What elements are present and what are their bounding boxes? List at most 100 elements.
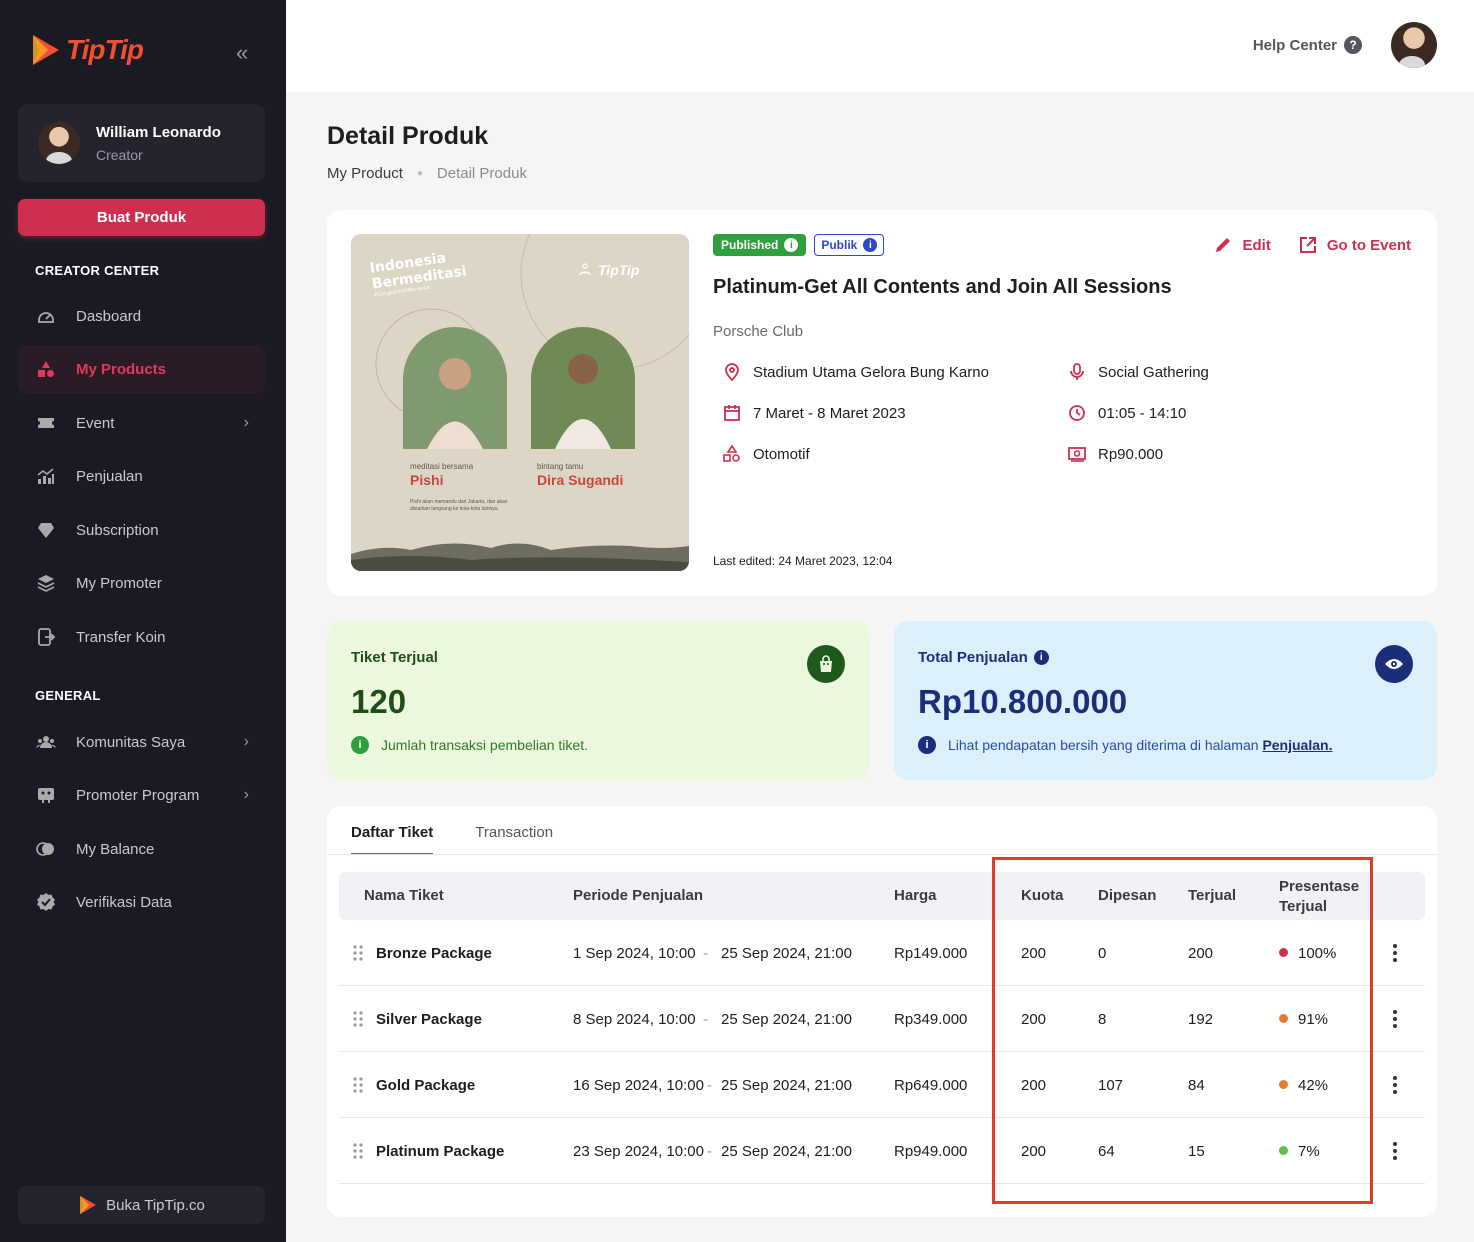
cell-price: Rp149.000 [894,945,968,962]
drag-handle-icon[interactable] [353,1011,363,1027]
total-sales-label: Total Penjualan i [918,649,1049,666]
sidebar-item-label: My Products [76,360,167,378]
product-date: 7 Maret - 8 Maret 2023 [723,404,906,422]
products-icon [36,359,56,379]
tab-daftar-tiket[interactable]: Daftar Tiket [351,824,434,855]
sidebar-item-penjualan[interactable]: Penjualan [18,452,265,500]
cell-period-separator: - [703,945,708,962]
cell-quota: 200 [1021,1011,1047,1028]
tickets-sold-label: Tiket Terjual [351,649,438,666]
more-vertical-icon[interactable] [1393,1010,1397,1028]
cell-name: Bronze Package [376,945,492,962]
more-vertical-icon[interactable] [1393,1142,1397,1160]
poster-blurb: Pishi akan memandu dari Jakarta, dan aka… [410,499,508,512]
cell-percentage: 91% [1279,1011,1328,1028]
info-icon: i [863,238,878,252]
help-center-link[interactable]: Help Center ? [1253,36,1362,54]
drag-handle-icon[interactable] [353,945,363,961]
status-dot [1279,948,1288,957]
breadcrumb-current: Detail Produk [436,165,527,182]
sidebar-item-komunitas-saya[interactable]: Komunitas Saya › [18,718,265,766]
poster-image [351,234,689,571]
calendar-icon [724,405,740,421]
collapse-sidebar-icon[interactable]: « [236,40,249,65]
tiptip-logo-icon [80,1195,97,1215]
cell-period-end: 25 Sep 2024, 21:00 [721,1011,852,1028]
create-product-button[interactable]: Buat Produk [18,199,265,236]
tickets-sold-value: 120 [351,683,407,720]
sidebar-item-label: My Balance [76,840,155,858]
user-avatar-menu[interactable] [1391,22,1437,68]
go-to-event-button[interactable]: Go to Event [1299,236,1411,254]
penjualan-link[interactable]: Penjualan. [1262,737,1333,753]
sidebar-item-label: Promoter Program [76,786,200,804]
poster-guest-caption: bintang tamu [537,462,584,471]
sidebar-item-promoter-program[interactable]: Promoter Program › [18,771,265,819]
profile-card[interactable]: William Leonardo Creator [18,104,265,182]
sidebar-item-event[interactable]: Event › [18,399,265,447]
status-dot [1279,1146,1288,1155]
chevron-right-icon: › [243,786,249,803]
sidebar-item-transfer-koin[interactable]: Transfer Koin [18,613,265,661]
open-tiptip-button[interactable]: Buka TipTip.co [18,1186,265,1224]
sidebar-item-verifikasi-data[interactable]: Verifikasi Data [18,878,265,926]
microphone-icon [1070,363,1084,380]
header-booked: Dipesan [1098,887,1157,904]
product-price: Rp90.000 [1068,445,1163,463]
poster-host-name: Pishi [410,472,444,488]
cell-sold: 84 [1188,1077,1205,1094]
drag-handle-icon[interactable] [353,1077,363,1093]
tickets-sold-note: i Jumlah transaksi pembelian tiket. [351,736,588,754]
eye-icon[interactable] [1375,645,1413,683]
sidebar-item-dashboard[interactable]: Dasboard [18,292,265,340]
tiptip-logo[interactable]: TipTip [30,32,144,68]
visibility-badge: Publik i [814,234,885,256]
clock-icon [1069,405,1085,421]
more-vertical-icon[interactable] [1393,944,1397,962]
product-card: Indonesia Bermeditasi #LangkahkahBersama… [327,210,1437,596]
question-icon: ? [1344,36,1362,54]
cell-sold: 200 [1188,945,1214,962]
cell-price: Rp649.000 [894,1077,968,1094]
info-icon: i [1033,650,1049,665]
shopping-bag-icon [807,645,845,683]
pencil-icon [1216,238,1231,252]
chevron-right-icon: › [243,414,249,431]
highlight-box [992,857,1373,1204]
cell-sold: 192 [1188,1011,1214,1028]
cell-price: Rp949.000 [894,1143,968,1160]
total-sales-value: Rp10.800.000 [918,683,1128,720]
tiptip-logo-icon [33,35,59,65]
cell-period-start: 23 Sep 2024, 10:00 [573,1143,704,1160]
info-icon: i [918,736,936,754]
table-row: Silver Package 8 Sep 2024, 10:00 - 25 Se… [339,986,1425,1052]
top-bar: Help Center ? [286,0,1474,92]
profile-role: Creator [96,146,143,163]
cell-percentage: 42% [1279,1077,1328,1094]
product-badges: Published i Publik i [713,234,885,256]
sidebar-item-my-products[interactable]: My Products [18,345,265,393]
section-general: GENERAL [35,688,101,703]
page-title: Detail Produk [327,122,489,150]
more-vertical-icon[interactable] [1393,1076,1397,1094]
cell-period-start: 1 Sep 2024, 10:00 [573,945,696,962]
tiptip-logo-text: TipTip [66,34,144,65]
sidebar-item-my-promoter[interactable]: My Promoter [18,559,265,607]
tickets-sold-card: Tiket Terjual 120 i Jumlah transaksi pem… [327,621,869,780]
header-name: Nama Tiket [364,887,444,904]
sidebar-item-label: My Promoter [76,574,162,592]
avatar [38,122,80,164]
help-center-label: Help Center [1252,36,1337,54]
tab-transaction[interactable]: Transaction [475,824,554,841]
breadcrumb-my-product[interactable]: My Product [327,165,403,182]
table-header: Nama Tiket Periode Penjualan Harga Kuota… [339,872,1425,920]
drag-handle-icon[interactable] [353,1143,363,1159]
sidebar-item-subscription[interactable]: Subscription [18,506,265,554]
cell-period-separator: - [707,1077,712,1094]
sidebar-item-my-balance[interactable]: My Balance [18,825,265,873]
cell-booked: 64 [1098,1143,1115,1160]
product-category-type: Social Gathering [1068,363,1209,381]
edit-button[interactable]: Edit [1214,236,1271,254]
cell-period-start: 16 Sep 2024, 10:00 [573,1077,704,1094]
section-creator-center: CREATOR CENTER [35,263,160,278]
